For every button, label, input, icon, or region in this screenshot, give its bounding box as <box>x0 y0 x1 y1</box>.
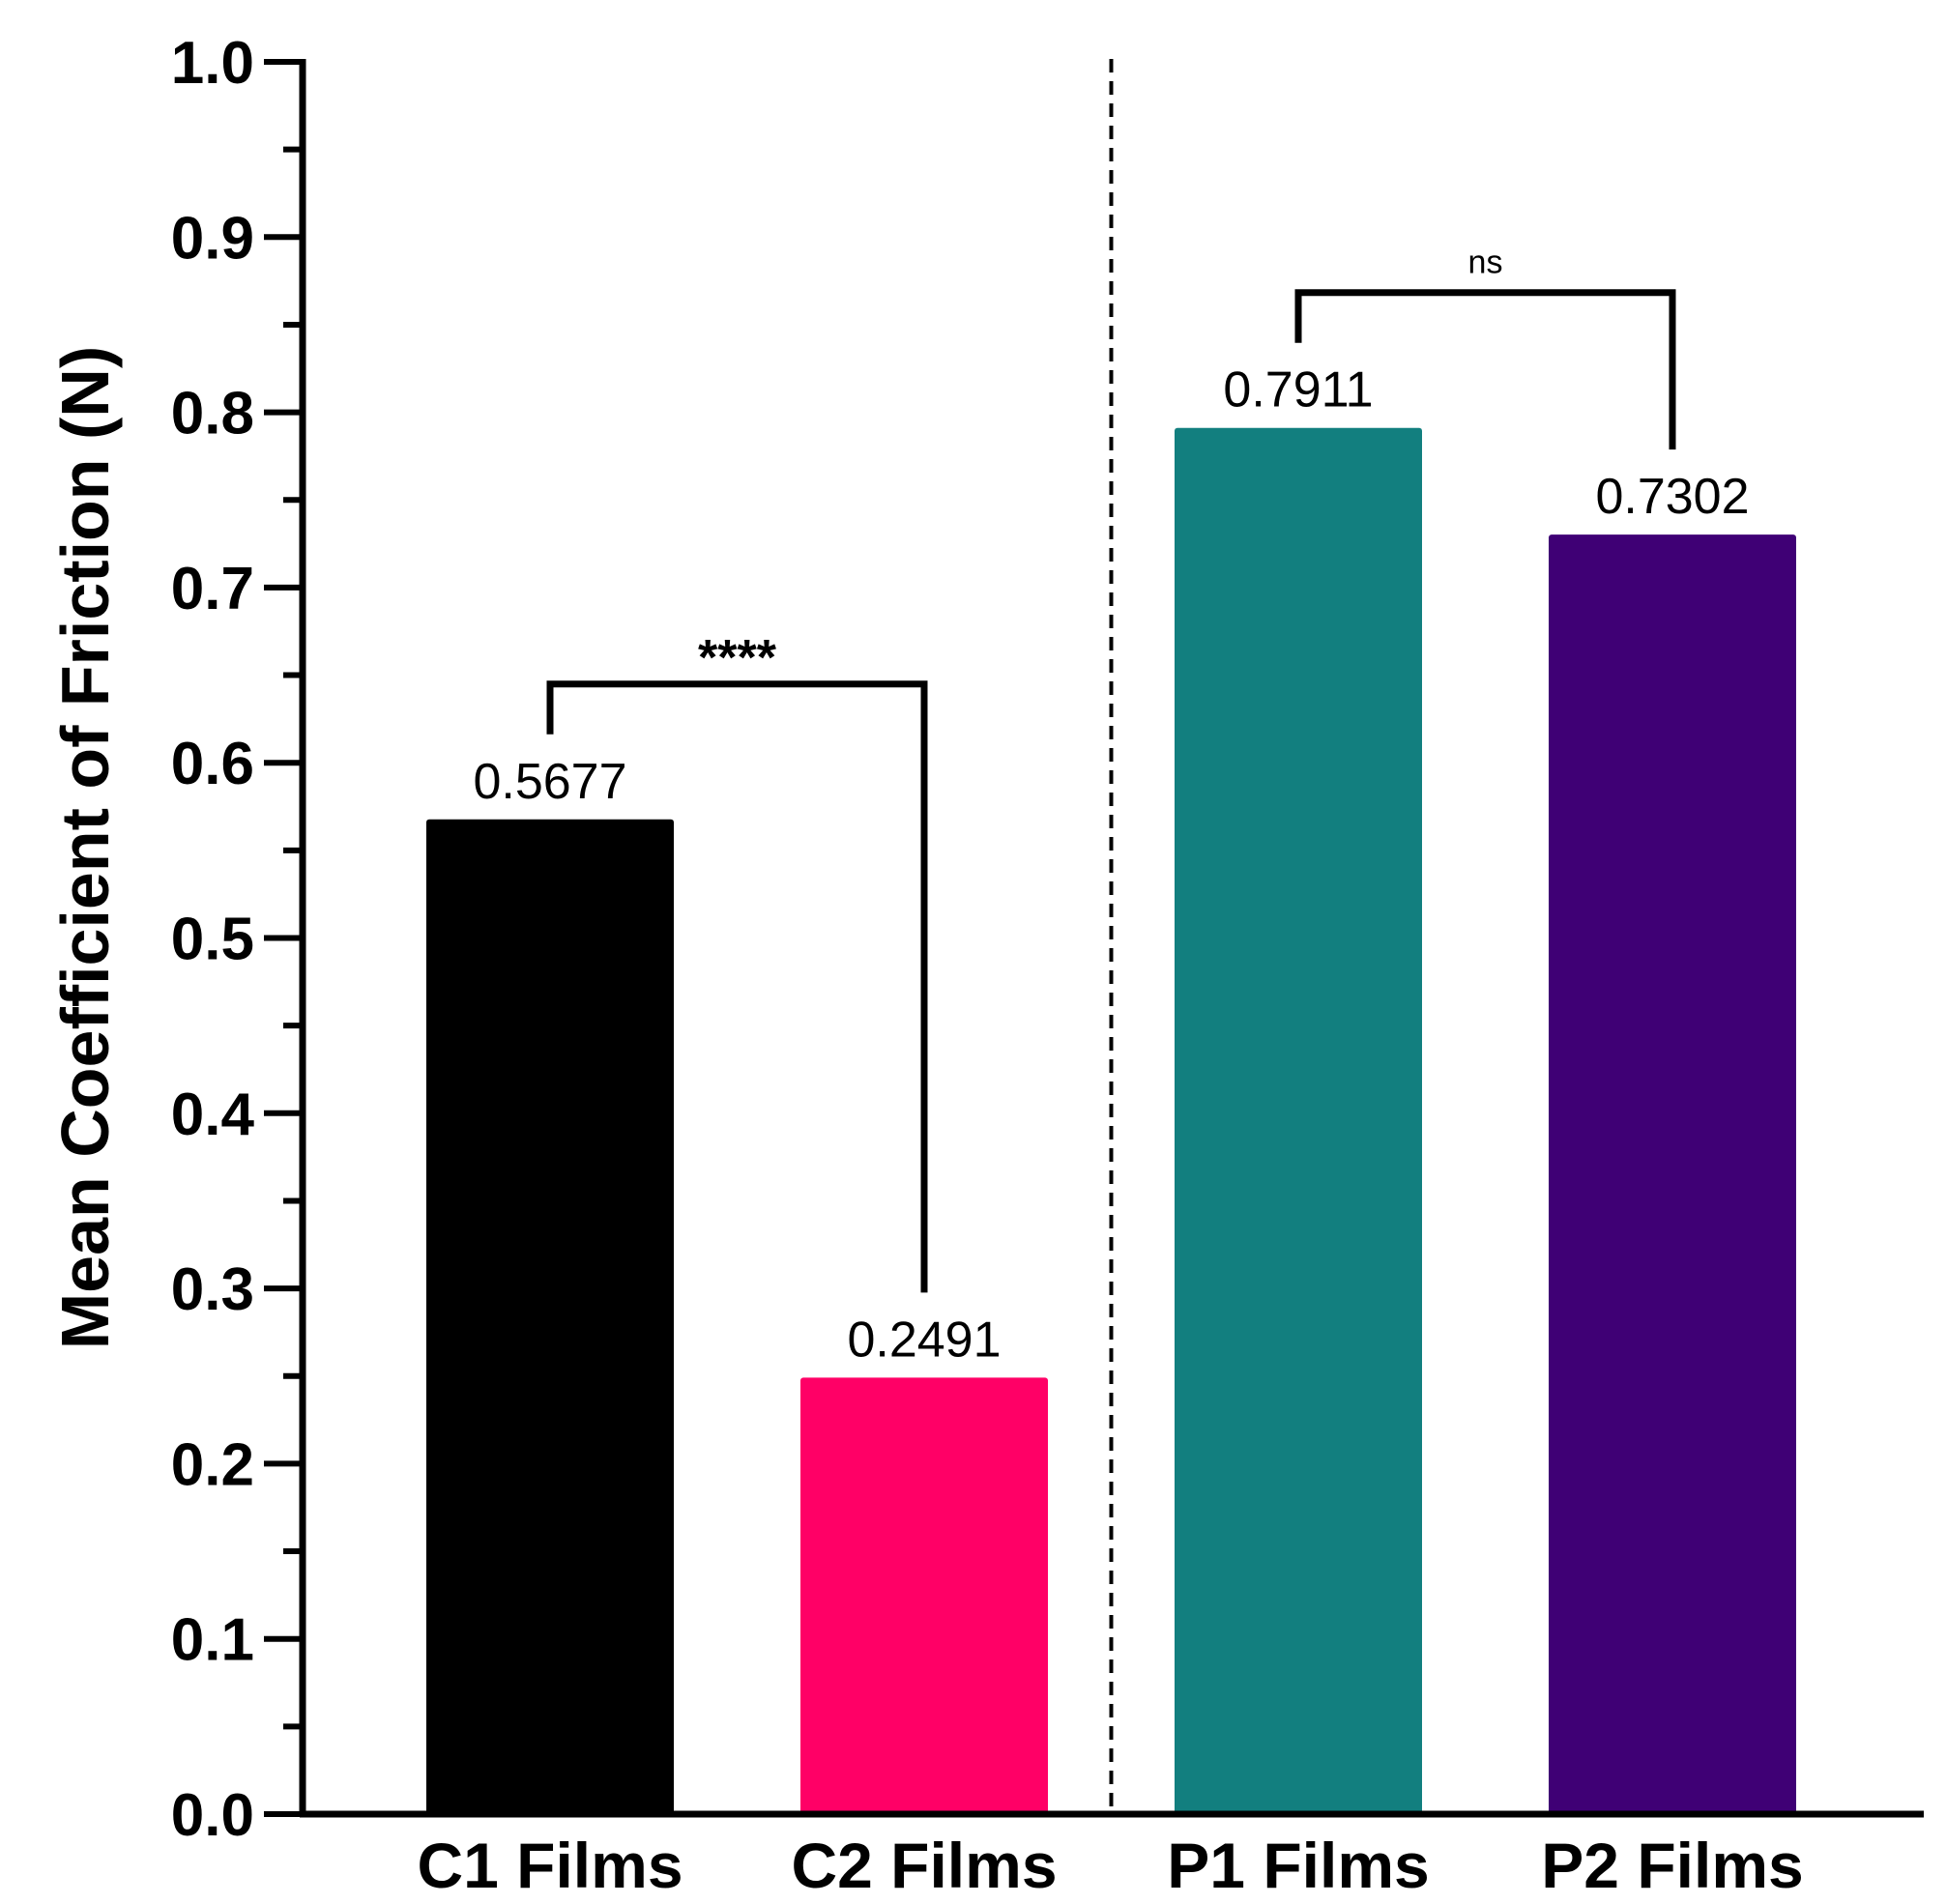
x-axis: C1 Films C2 Films P1 Films P2 Films <box>300 59 1924 1901</box>
significance-label: **** <box>698 630 777 686</box>
bar-value-label: 0.7911 <box>1223 362 1373 418</box>
x-category-label: C2 Films <box>791 1830 1057 1901</box>
x-category-label: C1 Films <box>417 1830 683 1901</box>
significance-bracket <box>546 680 928 1293</box>
bar-c1-films <box>426 819 674 1814</box>
y-tick-label: 1.0 <box>171 30 254 97</box>
bar-p1-films <box>1175 427 1422 1814</box>
y-tick-label: 0.4 <box>171 1082 255 1148</box>
y-tick-label: 0.0 <box>171 1782 254 1849</box>
y-tick-label: 0.7 <box>171 556 254 622</box>
significance-label: ns <box>1468 245 1503 281</box>
bar-value-label: 0.7302 <box>1595 469 1749 525</box>
y-tick-label: 0.8 <box>171 381 254 447</box>
y-axis-title: Mean Coefficient of Friction (N) <box>47 346 123 1349</box>
bars <box>426 427 1796 1814</box>
bar-c2-films <box>800 1377 1048 1814</box>
bar-value-label: 0.5677 <box>473 754 626 810</box>
y-tick-label: 0.3 <box>171 1256 254 1323</box>
y-tick-label: 0.6 <box>171 731 254 797</box>
x-category-label: P2 Films <box>1541 1830 1803 1901</box>
significance-brackets: **** ns <box>546 245 1676 1293</box>
bar-value-label: 0.2491 <box>847 1312 1001 1368</box>
x-category-label: P1 Films <box>1167 1830 1429 1901</box>
significance-bracket <box>1294 289 1676 450</box>
bar-p2-films <box>1549 534 1796 1814</box>
y-tick-label: 0.9 <box>171 205 254 272</box>
y-tick-label: 0.2 <box>171 1431 254 1498</box>
y-tick-label: 0.1 <box>171 1607 254 1674</box>
y-axis: 0.0 0.1 0.2 0.3 0.4 0.5 0.6 0.7 0.8 0.9 1.0 <box>171 30 306 1849</box>
value-labels: 0.5677 0.2491 0.7911 0.7302 <box>473 362 1749 1369</box>
y-tick-label: 0.5 <box>171 907 254 973</box>
